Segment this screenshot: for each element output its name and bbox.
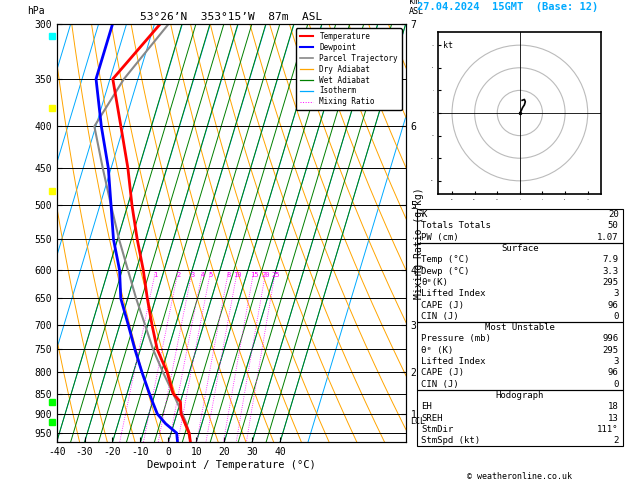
Text: 3: 3: [190, 272, 194, 278]
Text: 18: 18: [608, 402, 618, 411]
Text: 5: 5: [209, 272, 213, 278]
Text: 10: 10: [233, 272, 242, 278]
Text: 7.9: 7.9: [603, 255, 618, 264]
Text: Mixing Ratio (g/kg): Mixing Ratio (g/kg): [414, 187, 424, 299]
Text: 295: 295: [603, 346, 618, 355]
Text: 20: 20: [608, 210, 618, 219]
Text: PW (cm): PW (cm): [421, 233, 459, 242]
Bar: [417, 243, 623, 322]
Text: Totals Totals: Totals Totals: [421, 222, 491, 230]
Text: 96: 96: [608, 300, 618, 310]
Text: 4: 4: [201, 272, 204, 278]
Text: 8: 8: [226, 272, 231, 278]
Text: 27.04.2024  15GMT  (Base: 12): 27.04.2024 15GMT (Base: 12): [417, 2, 598, 12]
Text: K: K: [421, 210, 426, 219]
Text: θᵉ(K): θᵉ(K): [421, 278, 448, 287]
Text: 20: 20: [262, 272, 270, 278]
Text: Temp (°C): Temp (°C): [421, 255, 469, 264]
Text: Most Unstable: Most Unstable: [485, 323, 555, 332]
Bar: [417, 322, 623, 390]
Text: SREH: SREH: [421, 414, 443, 422]
Text: 996: 996: [603, 334, 618, 344]
X-axis label: Dewpoint / Temperature (°C): Dewpoint / Temperature (°C): [147, 460, 316, 470]
Text: 3.3: 3.3: [603, 267, 618, 276]
Text: 25: 25: [271, 272, 280, 278]
Bar: [417, 390, 623, 446]
Text: CIN (J): CIN (J): [421, 380, 459, 389]
Text: CIN (J): CIN (J): [421, 312, 459, 321]
Text: Lifted Index: Lifted Index: [421, 357, 486, 366]
Text: 2: 2: [176, 272, 181, 278]
Text: 0: 0: [613, 380, 618, 389]
Text: 0: 0: [613, 312, 618, 321]
Title: 53°26’N  353°15’W  87m  ASL: 53°26’N 353°15’W 87m ASL: [140, 12, 322, 22]
Legend: Temperature, Dewpoint, Parcel Trajectory, Dry Adiabat, Wet Adiabat, Isotherm, Mi: Temperature, Dewpoint, Parcel Trajectory…: [296, 28, 402, 110]
Text: Lifted Index: Lifted Index: [421, 289, 486, 298]
Text: CAPE (J): CAPE (J): [421, 300, 464, 310]
Text: km
ASL: km ASL: [409, 0, 424, 16]
Text: Hodograph: Hodograph: [496, 391, 544, 400]
Text: LCL: LCL: [410, 417, 425, 426]
Text: 96: 96: [608, 368, 618, 377]
Text: hPa: hPa: [27, 6, 45, 16]
Text: StmSpd (kt): StmSpd (kt): [421, 436, 481, 445]
Text: Pressure (mb): Pressure (mb): [421, 334, 491, 344]
Text: 1: 1: [153, 272, 158, 278]
Text: 111°: 111°: [597, 425, 618, 434]
Text: 3: 3: [613, 289, 618, 298]
Text: StmDir: StmDir: [421, 425, 454, 434]
Text: 2: 2: [613, 436, 618, 445]
Text: θᵉ (K): θᵉ (K): [421, 346, 454, 355]
Text: CAPE (J): CAPE (J): [421, 368, 464, 377]
Text: 13: 13: [608, 414, 618, 422]
Text: 1.07: 1.07: [597, 233, 618, 242]
Text: © weatheronline.co.uk: © weatheronline.co.uk: [467, 472, 572, 481]
Text: 3: 3: [613, 357, 618, 366]
Text: 50: 50: [608, 222, 618, 230]
Text: kt: kt: [443, 41, 453, 50]
Text: EH: EH: [421, 402, 432, 411]
Text: Dewp (°C): Dewp (°C): [421, 267, 469, 276]
Text: Surface: Surface: [501, 244, 538, 253]
Text: 295: 295: [603, 278, 618, 287]
Bar: [417, 209, 623, 243]
Text: 15: 15: [250, 272, 258, 278]
